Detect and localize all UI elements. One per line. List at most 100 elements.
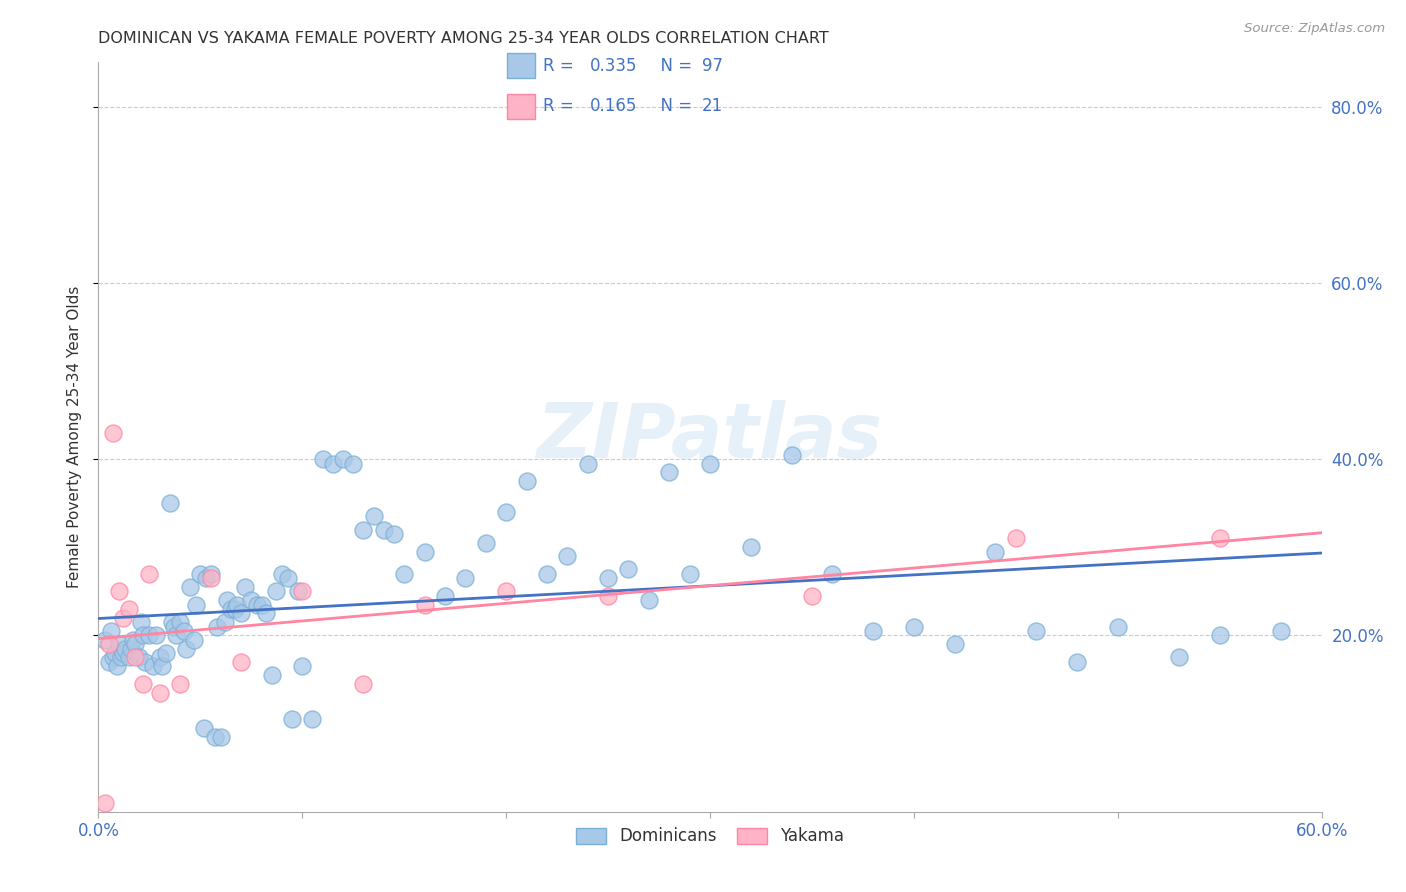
Text: DOMINICAN VS YAKAMA FEMALE POVERTY AMONG 25-34 YEAR OLDS CORRELATION CHART: DOMINICAN VS YAKAMA FEMALE POVERTY AMONG… (98, 31, 830, 46)
Point (291, 659, 314, 673)
Point (145, 628, 167, 642)
Point (1209, 532, 1232, 546)
Point (124, 650, 146, 665)
Point (108, 637, 131, 651)
Point (142, 659, 165, 673)
Point (149, 650, 172, 665)
Point (104, 646, 127, 660)
Point (392, 566, 416, 581)
Point (1209, 628, 1232, 642)
Point (110, 650, 132, 665)
Point (204, 730, 226, 744)
Point (233, 580, 256, 594)
Point (132, 628, 155, 642)
Point (150, 659, 173, 673)
Point (287, 584, 309, 599)
Text: N =: N = (650, 57, 697, 75)
Point (495, 584, 517, 599)
Point (903, 619, 925, 633)
Point (342, 457, 364, 471)
Point (270, 566, 294, 581)
Point (1004, 532, 1026, 546)
Point (97, 637, 120, 651)
Point (118, 602, 141, 616)
Point (363, 509, 385, 524)
Point (984, 544, 1007, 558)
Text: 97: 97 (702, 57, 723, 75)
Point (129, 615, 152, 630)
Point (200, 566, 222, 581)
Point (352, 523, 374, 537)
Point (169, 677, 191, 691)
Point (1066, 655, 1088, 669)
Point (1167, 650, 1189, 665)
Point (250, 598, 273, 612)
Point (312, 452, 335, 467)
Point (149, 686, 172, 700)
Point (173, 624, 195, 638)
Point (246, 598, 269, 612)
Point (93, 632, 115, 647)
Point (413, 544, 436, 558)
Point (183, 632, 205, 647)
Point (231, 607, 253, 621)
Text: R =: R = (543, 57, 579, 75)
Point (205, 619, 228, 633)
Point (105, 659, 128, 673)
Point (195, 571, 218, 585)
Point (219, 602, 242, 616)
Point (155, 646, 177, 660)
Point (1270, 624, 1292, 638)
Point (862, 624, 884, 638)
Point (322, 457, 344, 471)
Point (281, 712, 304, 726)
Point (100, 624, 122, 638)
Point (101, 650, 124, 665)
Point (138, 566, 160, 581)
Point (128, 650, 150, 665)
Point (124, 637, 146, 651)
Text: Source: ZipAtlas.com: Source: ZipAtlas.com (1244, 22, 1385, 36)
Legend: Dominicans, Yakama: Dominicans, Yakama (569, 821, 851, 852)
FancyBboxPatch shape (508, 94, 534, 120)
Point (138, 628, 160, 642)
Point (108, 584, 131, 599)
Point (226, 598, 249, 612)
Text: 21: 21 (702, 97, 723, 115)
Point (163, 619, 186, 633)
Point (382, 527, 405, 541)
Point (598, 589, 620, 603)
Point (224, 602, 246, 616)
Point (332, 452, 354, 467)
Point (264, 584, 287, 599)
Point (291, 584, 314, 599)
Text: 0.335: 0.335 (589, 57, 637, 75)
Text: R =: R = (543, 97, 579, 115)
Point (101, 425, 124, 440)
Point (495, 505, 517, 519)
Point (740, 541, 762, 555)
Point (1107, 619, 1129, 633)
Point (801, 589, 824, 603)
Point (699, 457, 721, 471)
Point (536, 566, 558, 581)
Text: ZIPatlas: ZIPatlas (537, 401, 883, 474)
Point (97, 655, 120, 669)
Point (134, 655, 156, 669)
Point (93, 796, 115, 810)
Point (254, 607, 277, 621)
Text: 0.165: 0.165 (589, 97, 637, 115)
Point (301, 712, 323, 726)
Text: N =: N = (650, 97, 697, 115)
Point (193, 721, 215, 735)
Point (215, 593, 238, 607)
Point (169, 615, 191, 630)
Point (159, 496, 181, 510)
Point (188, 566, 212, 581)
Point (122, 632, 145, 647)
Point (165, 628, 187, 642)
Point (373, 523, 395, 537)
FancyBboxPatch shape (508, 54, 534, 78)
Point (555, 549, 579, 563)
Point (821, 566, 844, 581)
